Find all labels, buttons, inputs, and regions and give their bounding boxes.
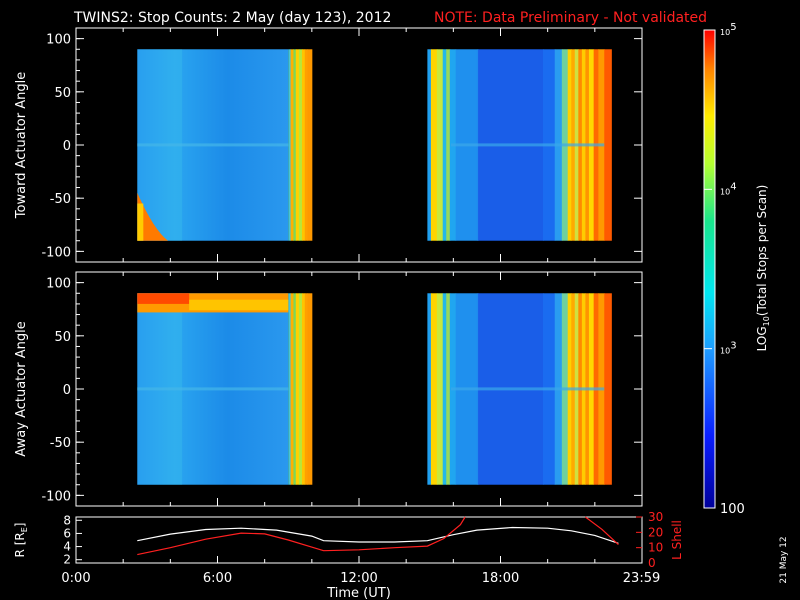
colorbar-tick-label: 103 (720, 341, 737, 356)
y-tick-label: 50 (54, 330, 71, 345)
orbit-left-tick-label: 2 (63, 553, 71, 567)
heatmap-column (301, 49, 306, 241)
colorbar-tick-label: 104 (720, 181, 737, 196)
heatmap-column (604, 49, 612, 241)
colorbar-tick-label: 105 (720, 22, 737, 37)
x-tick-label: 18:00 (482, 571, 519, 586)
orbit-left-label: R [RE] (13, 523, 29, 558)
y-tick-label: 0 (63, 139, 71, 154)
heatmap-column (304, 49, 309, 241)
heatmap-column (442, 49, 447, 241)
heatmap-column (427, 49, 432, 241)
colorbar-gradient (703, 29, 716, 509)
heatmap-column (436, 49, 444, 241)
orbit-right-label: L Shell (670, 520, 684, 560)
y-tick-label: 100 (46, 33, 71, 48)
heatmap-column (307, 49, 313, 241)
orbit-right-tick-label: 10 (648, 541, 663, 555)
heatmap-column (288, 49, 292, 241)
heatmap-column (446, 49, 451, 241)
orbit-L-line-2 (585, 516, 619, 546)
heatmap-column (604, 293, 612, 485)
panel-toward-ylabel: Toward Actuator Angle (14, 72, 29, 219)
orbit-left-tick-label: 6 (63, 526, 71, 540)
y-tick-label: -100 (41, 245, 71, 260)
heatmap-hotspot (189, 299, 289, 311)
colorbar-tick-label: 100 (720, 502, 745, 517)
x-tick-label: 23:59 (623, 571, 660, 586)
heatmap-column (430, 49, 438, 241)
heatmap-hotspot (137, 203, 144, 241)
heatmap-zero-line (450, 143, 605, 147)
y-tick-label: -100 (41, 489, 71, 504)
heatmap-column (293, 49, 297, 241)
heatmap-column (301, 293, 306, 485)
heatmap-zero-line (137, 143, 289, 147)
orbit-right-tick-label: 20 (648, 525, 663, 539)
heatmap-column (288, 293, 292, 485)
heatmap-column (295, 293, 300, 485)
heatmap-hotspot (137, 192, 168, 241)
x-tick-labels: 0:00 6:00 12:00 18:00 23:59 (61, 571, 660, 586)
orbit-R-line (137, 526, 619, 544)
colorbar-label: LOG10(Total Stops per Scan) (755, 185, 771, 352)
y-tick-label: -50 (50, 436, 71, 451)
y-tick-label: 0 (63, 383, 71, 398)
x-tick-label: 0:00 (61, 571, 90, 586)
panel-away: 100 50 0 -50 -100 Away Actuator Angle (14, 271, 643, 507)
heatmap-column (304, 293, 309, 485)
y-tick-label: -50 (50, 192, 71, 207)
heatmap-hotspot (137, 293, 190, 304)
heatmap-column (307, 293, 313, 485)
orbit-right-tick-label: 30 (648, 510, 663, 524)
heatmap-column (298, 293, 303, 485)
chart-title: TWINS2: Stop Counts: 2 May (day 123), 20… (73, 10, 391, 26)
orbit-L-line (137, 516, 466, 556)
heatmap-zero-line (137, 387, 289, 391)
orbit-right-tick-label: 0 (648, 556, 656, 570)
panel-toward: 100 50 0 -50 -100 Toward Actuator Angle (14, 27, 643, 263)
heatmap-column (446, 293, 451, 485)
x-axis-label: Time (UT) (326, 586, 391, 600)
orbit-left-tick-label: 8 (63, 513, 71, 527)
y-tick-label: 100 (46, 277, 71, 292)
data-note: NOTE: Data Preliminary - Not validated (434, 10, 707, 26)
heatmap-zero-line (450, 387, 605, 391)
heatmap-column (436, 293, 444, 485)
heatmap-column (298, 49, 303, 241)
heatmap-column (295, 49, 300, 241)
heatmap-column (290, 49, 294, 241)
colorbar: 105 104 103 100 LOG10(Total Stops per Scan) (703, 22, 771, 517)
panel-away-ylabel: Away Actuator Angle (14, 321, 29, 456)
x-tick-label: 6:00 (203, 571, 232, 586)
heatmap-column (442, 293, 447, 485)
heatmap-column (290, 293, 294, 485)
orbit-left-tick-label: 4 (63, 540, 71, 554)
x-tick-label: 12:00 (340, 571, 377, 586)
heatmap-column (293, 293, 297, 485)
footer-date: 21 May 12 (779, 536, 789, 583)
heatmap-column (427, 293, 432, 485)
heatmap-column (430, 293, 438, 485)
y-tick-label: 50 (54, 86, 71, 101)
